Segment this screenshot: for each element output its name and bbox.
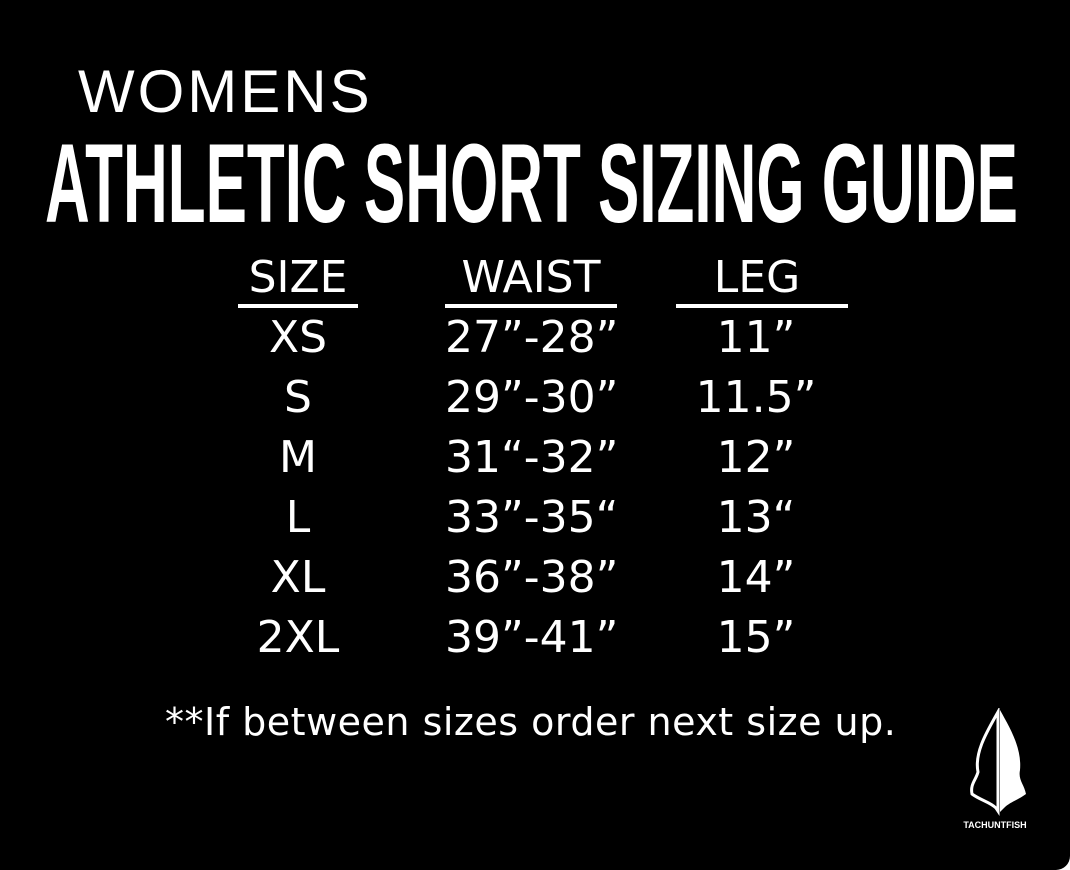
table-cell: 33”-35“ [445, 492, 619, 543]
table-cell: L [285, 492, 311, 543]
header-rule [445, 304, 617, 308]
header-rule [676, 304, 848, 308]
table-cell: 12” [716, 432, 796, 483]
table-cell: 2XL [256, 612, 340, 663]
table-cell: 13“ [716, 492, 796, 543]
table-cell: 14” [716, 552, 796, 603]
header-leg: LEG [713, 252, 801, 303]
table-cell: S [284, 372, 312, 423]
table-cell: XS [268, 312, 328, 363]
table-cell: 39”-41” [445, 612, 619, 663]
subtitle: WOMENS [78, 58, 373, 125]
table-cell: 31“-32” [445, 432, 619, 483]
logo-text: TACHUNTFISH [963, 820, 1027, 830]
page-title: ATHLETIC SHORT SIZING GUIDE [45, 121, 1019, 246]
table-cell: 29”-30” [445, 372, 619, 423]
table-cell: 27”-28” [445, 312, 619, 363]
column-waist: WAIST 27”-28” 29”-30” 31“-32” 33”-35“ 36… [445, 252, 619, 668]
header-waist: WAIST [461, 252, 601, 303]
table-cell: 11” [716, 312, 796, 363]
column-leg: LEG 11” 11.5” 12” 13“ 14” 15” [676, 252, 848, 668]
table-cell: XL [270, 552, 326, 603]
header-rule [238, 304, 358, 308]
table-cell: M [279, 432, 317, 483]
footnote: **If between sizes order next size up. [165, 700, 897, 744]
column-size: SIZE XS S M L XL 2XL [238, 252, 358, 668]
table-cell: 11.5” [695, 372, 817, 423]
table-cell: 15” [716, 612, 796, 663]
header-size: SIZE [248, 252, 348, 303]
brand-logo: TACHUNTFISH [945, 706, 1045, 830]
arrowhead-icon [970, 706, 1026, 816]
table-cell: 36”-38” [445, 552, 619, 603]
